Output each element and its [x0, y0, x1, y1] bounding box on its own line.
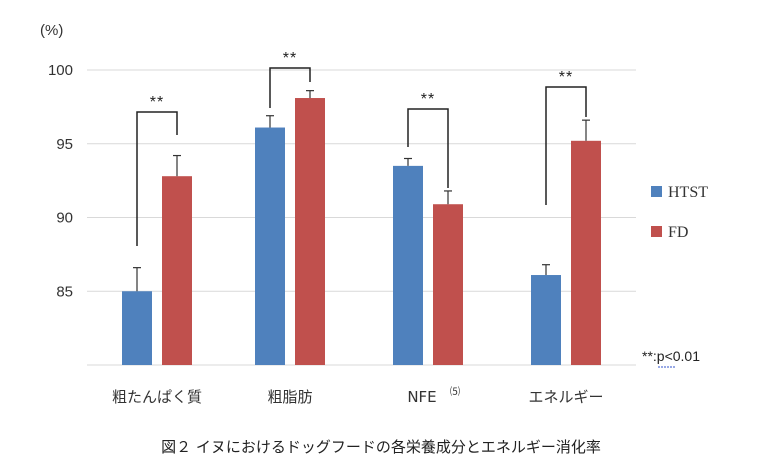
significance-marker: ** [421, 91, 435, 108]
bar-htst [393, 165, 423, 365]
legend-label: HTST [668, 184, 708, 201]
legend-swatch-fd [651, 226, 662, 237]
bar-htst [255, 127, 285, 366]
significance-note: **:p<0.01 [642, 348, 700, 364]
bar-fd [433, 204, 463, 365]
y-tick-label: 95 [56, 136, 73, 153]
legend-swatch-htst [651, 186, 662, 197]
y-axis-label: (%) [40, 22, 63, 39]
category-label: エネルギー [528, 388, 603, 406]
bar-htst [531, 275, 561, 365]
y-tick-labels: 85 90 95 100 [48, 62, 73, 300]
legend-label: FD [668, 224, 688, 241]
y-tick-label: 85 [56, 283, 73, 300]
significance-marker: ** [283, 50, 297, 67]
legend: HTST FD [651, 184, 708, 241]
significance-marker: ** [559, 69, 573, 86]
bar-htst [122, 291, 152, 365]
significance-bracket [545, 86, 587, 205]
significance-bracket [136, 111, 178, 246]
bar-fd [295, 98, 325, 366]
y-tick-label: 100 [48, 62, 73, 79]
category-superscript: ⑸ [450, 386, 460, 398]
bar-fd [162, 176, 192, 365]
category-label: NFE [407, 388, 436, 406]
category-label: 粗脂肪 [267, 388, 312, 406]
category-label: 粗たんぱく質 [112, 388, 202, 406]
bar-groups [122, 90, 601, 366]
significance-marker: ** [150, 94, 164, 111]
significance-bracket [269, 67, 311, 108]
significance-brackets: ** ** ** ** [136, 50, 587, 246]
category-labels: 粗たんぱく質 粗脂肪 NFE ⑸ エネルギー [112, 386, 604, 406]
y-tick-label: 90 [56, 210, 73, 227]
figure-caption: 図２ イヌにおけるドッグフードの各栄養成分とエネルギー消化率 [161, 438, 601, 456]
bar-fd [571, 140, 601, 365]
significance-bracket [407, 108, 449, 188]
